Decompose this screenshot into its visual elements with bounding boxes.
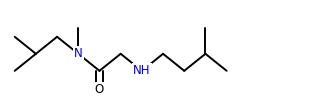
Text: N: N: [74, 47, 83, 60]
Text: NH: NH: [133, 64, 151, 77]
Text: O: O: [95, 83, 104, 96]
